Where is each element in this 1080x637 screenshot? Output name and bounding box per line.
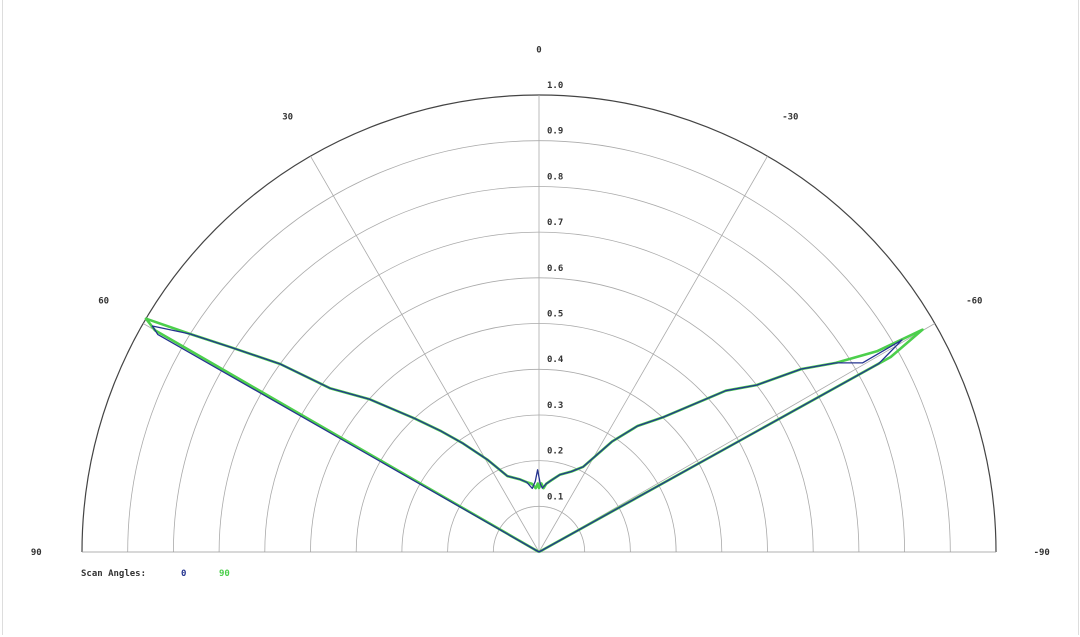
angle-tick-label: 60 (98, 297, 109, 307)
angle-tick-label: 0 (536, 45, 541, 55)
legend-title: Scan Angles: (81, 569, 146, 579)
series-line-90 (144, 317, 924, 554)
angle-tick-label: 90 (31, 548, 42, 558)
legend: Scan Angles: 0 90 (81, 569, 230, 579)
series-line-0 (151, 325, 903, 553)
radial-tick-label: 0.6 (547, 264, 563, 274)
radial-tick-label: 0.3 (547, 401, 563, 411)
angle-tick-label: -30 (782, 113, 798, 123)
grid-spoke (538, 323, 935, 553)
grid-spoke (310, 156, 540, 553)
angle-tick-label: -60 (966, 297, 982, 307)
radial-tick-label: 0.8 (547, 172, 563, 182)
tick-labels: 0.1 0.2 0.3 0.4 0.5 0.6 0.7 0.8 0.9 1.0 0 30 -30 60 -6… (31, 45, 1050, 558)
radial-tick-label: 1.0 (547, 81, 563, 91)
radial-tick-label: 0.1 (547, 492, 563, 502)
angle-tick-label: 30 (282, 113, 293, 123)
series-layer (144, 317, 924, 554)
radial-tick-label: 0.2 (547, 447, 563, 457)
radial-tick-label: 0.4 (547, 355, 564, 365)
angle-tick-label: -90 (1034, 548, 1050, 558)
legend-entry-0: 0 (181, 569, 186, 579)
legend-entry-90: 90 (219, 569, 230, 579)
radial-tick-label: 0.5 (547, 310, 563, 320)
radial-tick-label: 0.7 (547, 218, 563, 228)
grid-spoke (538, 156, 768, 553)
radial-tick-label: 0.9 (547, 127, 563, 137)
